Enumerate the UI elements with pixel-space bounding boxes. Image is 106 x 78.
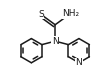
Text: NH₂: NH₂ bbox=[63, 9, 80, 18]
Text: N: N bbox=[52, 37, 59, 46]
Text: N: N bbox=[76, 58, 82, 67]
Text: S: S bbox=[38, 10, 44, 19]
